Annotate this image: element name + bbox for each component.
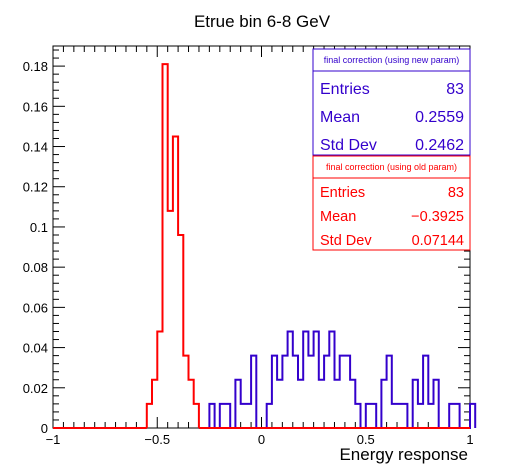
y-tick-label: 0.1 <box>30 220 48 235</box>
y-tick-label: 0.04 <box>23 341 48 356</box>
stats-box: final correction (using new param) Entrie… <box>312 48 471 156</box>
x-axis-label: Energy response <box>339 445 468 464</box>
stats-row-label: Std Dev <box>320 233 372 249</box>
stats-row-value: 0.2462 <box>415 137 464 154</box>
x-axis: −1 −0.5 0 0.5 1 <box>46 46 474 447</box>
y-tick-label: 0.06 <box>23 300 48 315</box>
stats-row-value: 0.07144 <box>412 233 464 249</box>
x-tick-label: 0 <box>258 432 265 447</box>
stats-box-border <box>312 48 471 156</box>
stats-row-label: Std Dev <box>320 137 377 154</box>
stats-box-border <box>312 155 471 251</box>
stats-row-label: Mean <box>320 109 360 126</box>
y-tick-label: 0.02 <box>23 381 48 396</box>
stats-row-value: −0.3925 <box>411 209 464 225</box>
stats-row-label: Mean <box>320 209 356 225</box>
x-tick-label: 1 <box>466 432 473 447</box>
histogram-line <box>198 330 477 429</box>
x-tick-label: −0.5 <box>144 432 170 447</box>
y-tick-label: 0.08 <box>23 260 48 275</box>
x-tick-label: −1 <box>46 432 61 447</box>
y-tick-label: 0 <box>41 421 48 436</box>
stats-row-value: 0.2559 <box>415 109 464 126</box>
stats-boxes: final correction (using new param) Entrie… <box>312 48 471 251</box>
stats-row-value: 83 <box>448 185 464 201</box>
stats-row-label: Entries <box>320 81 370 98</box>
histogram-series <box>53 63 477 429</box>
stats-row-value: 83 <box>446 81 464 98</box>
chart-title: Etrue bin 6-8 GeV <box>194 12 331 31</box>
y-tick-label: 0.16 <box>23 99 48 114</box>
y-tick-label: 0.18 <box>23 59 48 74</box>
stats-box-title: final correction (using new param) <box>324 55 460 65</box>
y-tick-label: 0.12 <box>23 180 48 195</box>
stats-row-label: Entries <box>320 185 365 201</box>
stats-box: final correction (using old param) Entrie… <box>312 155 471 251</box>
histogram-line <box>145 63 200 428</box>
x-tick-label: 0.5 <box>357 432 375 447</box>
y-tick-label: 0.14 <box>23 140 48 155</box>
stats-box-title: final correction (using old param) <box>326 162 457 172</box>
